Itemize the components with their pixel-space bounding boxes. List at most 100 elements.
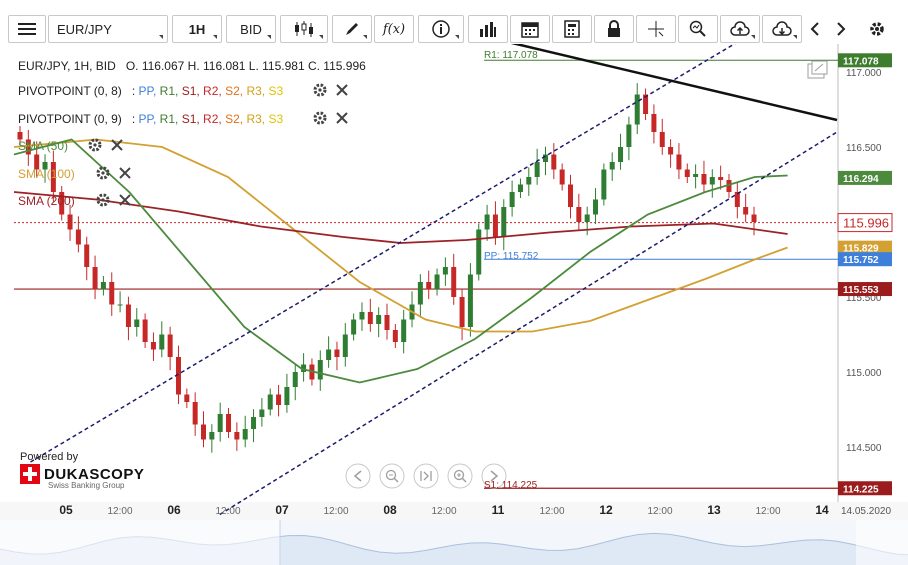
- x-tick-label: 06: [167, 503, 181, 517]
- candle: [192, 392, 198, 436]
- y-tick-label: 115.500: [846, 293, 882, 304]
- chart-type-button[interactable]: [280, 15, 328, 43]
- calculator-button[interactable]: [552, 15, 592, 43]
- candle: [317, 350, 323, 391]
- candle: [125, 296, 131, 341]
- symbol-selector[interactable]: EUR/JPY: [48, 15, 168, 43]
- candle: [109, 272, 115, 316]
- pivot1-settings-gear-icon[interactable]: [313, 83, 327, 97]
- pivot1-name: PIVOTPOINT (0, 8): [18, 84, 122, 98]
- pivot2-name: PIVOTPOINT (0, 9): [18, 112, 122, 126]
- sma100-settings-gear-icon[interactable]: [96, 166, 110, 180]
- sma50-name: SMA (50): [18, 139, 69, 153]
- candle: [693, 164, 699, 189]
- pivot2-settings-gear-icon[interactable]: [313, 111, 327, 125]
- calendar-button[interactable]: [510, 15, 550, 43]
- lock-button[interactable]: [594, 15, 634, 43]
- price-label: 114.225: [838, 481, 892, 496]
- x-tick-label: 12:00: [107, 506, 132, 517]
- info-button[interactable]: [418, 15, 464, 43]
- candle: [75, 216, 81, 253]
- candle: [92, 255, 98, 300]
- candle: [542, 146, 548, 176]
- x-tick-label: 12: [599, 503, 613, 517]
- timeframe-selector[interactable]: 1H: [172, 15, 222, 43]
- draw-button[interactable]: [332, 15, 372, 43]
- gear-icon: [870, 22, 884, 36]
- pivot2-close-icon[interactable]: [336, 112, 348, 124]
- sma200-close-icon[interactable]: [119, 194, 131, 206]
- r1-level-label: R1: 117.078: [484, 50, 538, 61]
- candle: [42, 154, 48, 183]
- calendar-icon: [521, 22, 539, 38]
- expand-icon[interactable]: [807, 60, 828, 79]
- info-icon: [432, 20, 450, 38]
- nav-zoom-out-icon[interactable]: [379, 463, 405, 489]
- pivot-legend-2: PIVOTPOINT (0, 9) : PP, R1, S1, R2, S2, …: [18, 112, 283, 126]
- download-button[interactable]: [762, 15, 802, 43]
- candle: [684, 163, 690, 183]
- volume-button[interactable]: [468, 15, 508, 43]
- svg-text:115.996: 115.996: [843, 216, 889, 231]
- nav-zoom-in-icon[interactable]: [447, 463, 473, 489]
- candle: [559, 163, 565, 191]
- candle: [167, 326, 173, 371]
- swiss-cross-icon: [20, 464, 40, 484]
- candle: [326, 336, 332, 368]
- logo-tagline: Swiss Banking Group: [48, 481, 125, 490]
- sma50-settings-gear-icon[interactable]: [88, 138, 102, 152]
- upload-button[interactable]: [720, 15, 760, 43]
- candle: [292, 364, 298, 401]
- candle: [442, 257, 448, 286]
- x-tick-label: 12:00: [323, 506, 348, 517]
- sma100-line: [13, 138, 788, 333]
- candle: [234, 422, 240, 451]
- pivot-s1: S1,: [181, 112, 200, 126]
- sma50-close-icon[interactable]: [111, 139, 123, 151]
- sma100-close-icon[interactable]: [119, 167, 131, 179]
- nav-prev-icon[interactable]: [345, 463, 371, 489]
- x-tick-label: 07: [275, 503, 289, 517]
- nav-fit-icon[interactable]: [413, 463, 439, 489]
- zoom-icon: [689, 20, 706, 37]
- x-tick-label: 11: [492, 503, 505, 517]
- svg-text:117.078: 117.078: [843, 56, 879, 67]
- function-button[interactable]: f(x): [374, 15, 414, 43]
- zoom-button[interactable]: [678, 15, 718, 43]
- candle: [626, 116, 632, 161]
- candle: [668, 139, 674, 168]
- candle: [142, 313, 148, 348]
- candle: [276, 384, 282, 417]
- candle: [17, 126, 23, 146]
- x-date-label: 14.05.2020: [841, 506, 891, 517]
- x-tick-label: 12:00: [647, 506, 672, 517]
- settings-button[interactable]: [862, 15, 892, 43]
- candle: [526, 167, 532, 196]
- symbol-label: EUR/JPY: [57, 21, 112, 37]
- pivot-r3: R3,: [246, 112, 266, 126]
- chevron-left-icon: [810, 22, 819, 36]
- pivot1-close-icon[interactable]: [336, 84, 348, 96]
- scroll-right-button[interactable]: [830, 15, 852, 43]
- sma200-name: SMA (200): [18, 194, 75, 208]
- price-chart[interactable]: 117.000116.500116.000115.500115.000114.5…: [0, 44, 908, 565]
- sma200-settings-gear-icon[interactable]: [96, 193, 110, 207]
- x-tick-label: 12:00: [215, 506, 240, 517]
- volume-bars-icon: [480, 22, 496, 37]
- x-tick-label: 14: [815, 503, 829, 517]
- sma200-line: [13, 191, 788, 244]
- pivot-r1: R1,: [159, 84, 179, 98]
- legend-header-row: EUR/JPY, 1H, BID O. 116.067 H. 116.081 L…: [18, 59, 366, 73]
- scroll-left-button[interactable]: [804, 15, 826, 43]
- candle: [284, 373, 290, 413]
- channel-lower-line: [219, 131, 838, 516]
- crosshair-button[interactable]: [636, 15, 676, 43]
- dukascopy-logo: DUKASCOPY: [20, 464, 144, 484]
- candle: [643, 88, 649, 120]
- menu-button[interactable]: [8, 15, 46, 43]
- side-selector[interactable]: BID: [226, 15, 276, 43]
- nav-next-icon[interactable]: [481, 463, 507, 489]
- navigator[interactable]: [0, 520, 908, 565]
- pivot-r1: R1,: [159, 112, 179, 126]
- candle: [351, 313, 357, 341]
